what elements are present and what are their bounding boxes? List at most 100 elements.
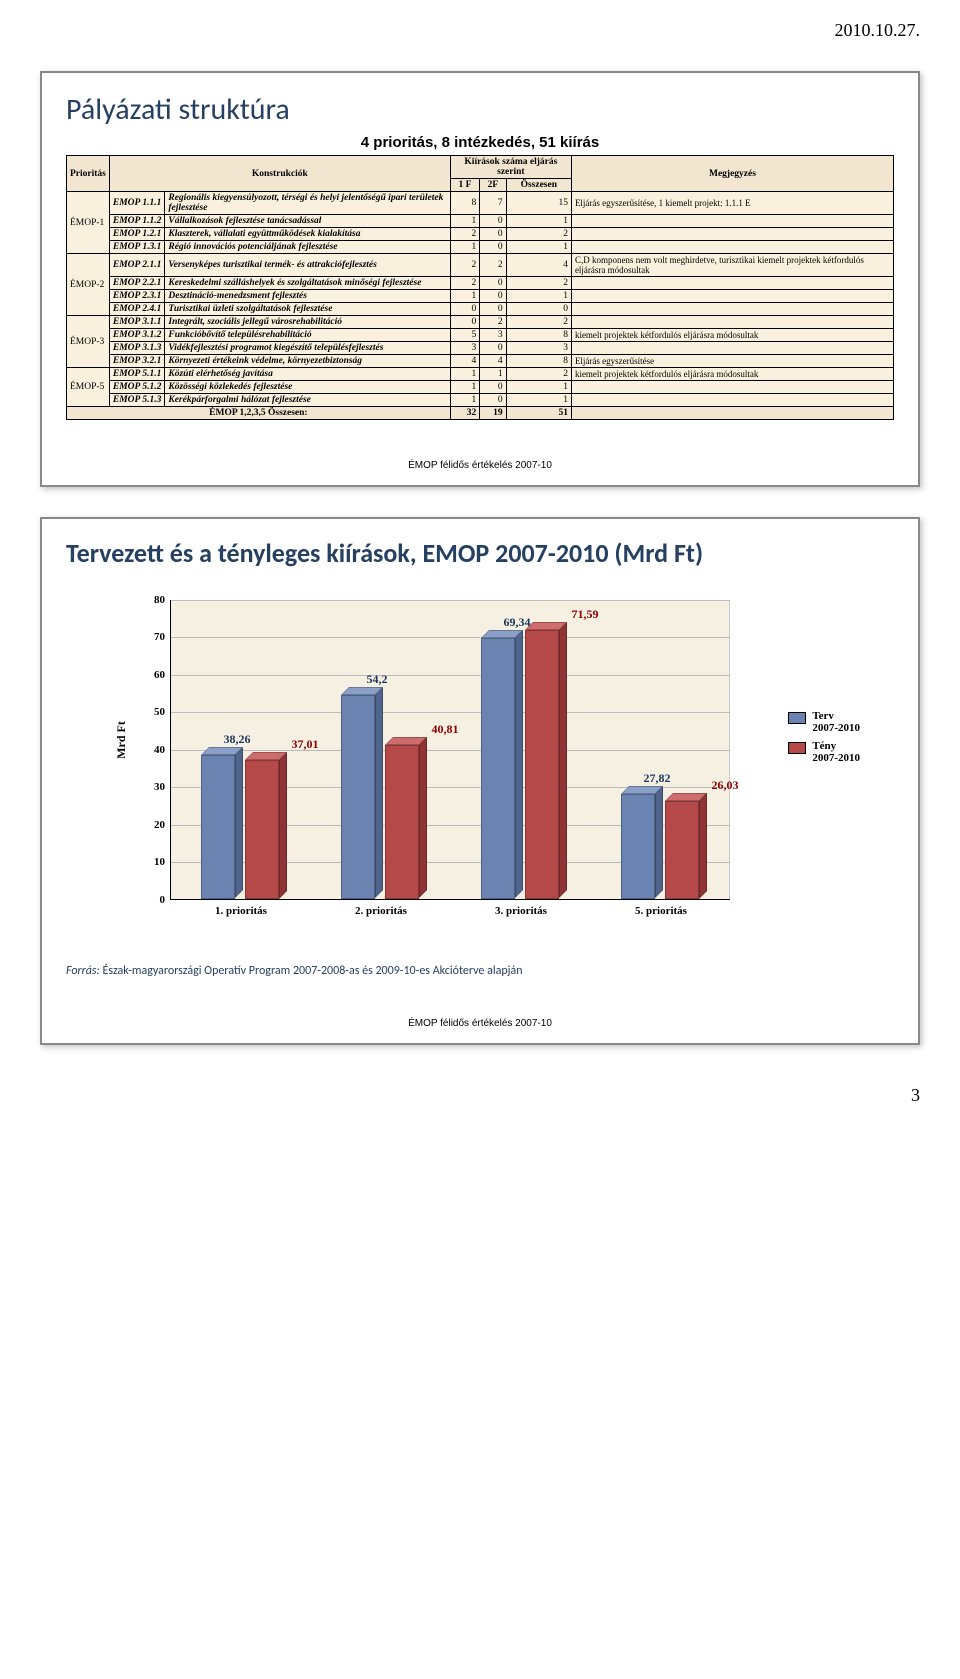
cell-value: 2: [506, 368, 571, 381]
bar-side-face: [279, 752, 287, 899]
cell-value: 1: [450, 215, 479, 228]
cell-konstrukciok: Közúti elérhetőség javítása: [165, 368, 450, 381]
cell-code: EMOP 1.3.1: [109, 241, 164, 254]
table-row: EMOP 2.2.1Kereskedelmi szálláshelyek és …: [67, 277, 894, 290]
cell-value: 1: [450, 368, 479, 381]
th-2f: 2F: [480, 179, 506, 192]
cell-konstrukciok: Vállalkozások fejlesztése tanácsadással: [165, 215, 450, 228]
gridline: [171, 750, 730, 751]
chart-legend: Terv2007-2010 Tény2007-2010: [788, 710, 860, 770]
cell-value: 0: [480, 290, 506, 303]
x-category-label: 1. prioritás: [171, 899, 311, 917]
cell-value: 0: [480, 342, 506, 355]
gridline: [171, 637, 730, 638]
slide1-subtitle: 4 prioritás, 8 intézkedés, 51 kiírás: [66, 134, 894, 151]
cell-note: [571, 303, 893, 316]
cell-code: EMOP 1.1.2: [109, 215, 164, 228]
cell-note: [571, 241, 893, 254]
legend-swatch: [788, 742, 806, 754]
table-row: EMOP 3.2.1Környezeti értékeink védelme, …: [67, 355, 894, 368]
legend-label: Terv2007-2010: [812, 710, 860, 734]
bar-side-face: [655, 786, 663, 898]
gridline: [171, 675, 730, 676]
cell-code: EMOP 3.1.3: [109, 342, 164, 355]
cell-konstrukciok: Regionális kiegyensúlyozott, térségi és …: [165, 192, 450, 215]
cell-note: C,D komponens nem volt meghirdetve, turi…: [571, 254, 893, 277]
cell-konstrukciok: Közösségi közlekedés fejlesztése: [165, 381, 450, 394]
x-category-label: 3. prioritás: [451, 899, 591, 917]
table-row: EMOP 5.1.2Közösségi közlekedés fejleszté…: [67, 381, 894, 394]
bar-value-label: 40,81: [415, 722, 475, 737]
bar-front: [481, 638, 515, 898]
cell-value: 1: [506, 290, 571, 303]
y-tick-label: 20: [154, 819, 171, 831]
cell-value: 3: [506, 342, 571, 355]
cell-value: 5: [450, 329, 479, 342]
cell-value: 1: [450, 394, 479, 407]
table-row: EMOP 3.1.3Vidékfejlesztési programot kie…: [67, 342, 894, 355]
legend-item: Terv2007-2010: [788, 710, 860, 734]
cell-value: 2: [506, 228, 571, 241]
y-tick-label: 40: [154, 744, 171, 756]
page-number: 3: [0, 1075, 960, 1136]
table-row: EMOP 5.1.3Kerékpárforgalmi hálózat fejle…: [67, 394, 894, 407]
cell-value: 15: [506, 192, 571, 215]
th-konstrukciok: Konstrukciók: [109, 156, 450, 192]
cell-prioritas: ÉMOP-1: [67, 192, 110, 254]
cell-prioritas: ÉMOP-2: [67, 254, 110, 316]
table-row: EMOP 1.3.1Régió innovációs potenciáljána…: [67, 241, 894, 254]
gridline: [171, 600, 730, 601]
y-axis-label: Mrd Ft: [114, 721, 129, 759]
legend-label: Tény2007-2010: [812, 740, 860, 764]
cell-value: 0: [506, 303, 571, 316]
y-tick-label: 80: [154, 594, 171, 606]
cell-value: 4: [480, 355, 506, 368]
cell-note: kiemelt projektek kétfordulós eljárásra …: [571, 368, 893, 381]
cell-value: 2: [506, 316, 571, 329]
cell-code: EMOP 2.4.1: [109, 303, 164, 316]
cell-value: 4: [450, 355, 479, 368]
cell-code: EMOP 5.1.2: [109, 381, 164, 394]
cell-konstrukciok: Versenyképes turisztikai termék- és attr…: [165, 254, 450, 277]
cell-code: EMOP 2.2.1: [109, 277, 164, 290]
cell-konstrukciok: Klaszterek, vállalati együttműködések ki…: [165, 228, 450, 241]
bar-side-face: [699, 793, 707, 899]
cell-note: Eljárás egyszerűsítése, 1 kiemelt projek…: [571, 192, 893, 215]
cell-value: 2: [450, 277, 479, 290]
th-kiiras-group: Kiírások száma eljárás szerint: [450, 156, 571, 179]
bar-front: [621, 794, 655, 898]
cell-value: 0: [480, 241, 506, 254]
cell-value: 2: [450, 228, 479, 241]
table-total-row: ÉMOP 1,2,3,5 Összesen:321951: [67, 407, 894, 420]
table-row: ÉMOP-1EMOP 1.1.1Regionális kiegyensúlyoz…: [67, 192, 894, 215]
structure-table: Prioritás Konstrukciók Kiírások száma el…: [66, 155, 894, 420]
cell-value: 4: [506, 254, 571, 277]
cell-value: 0: [480, 381, 506, 394]
cell-value: 1: [450, 241, 479, 254]
cell-value: 3: [480, 329, 506, 342]
table-row: EMOP 1.1.2Vállalkozások fejlesztése taná…: [67, 215, 894, 228]
gridline: [171, 712, 730, 713]
chart-source: Forrás: Észak-magyarországi Operatív Pro…: [66, 964, 894, 978]
cell-code: EMOP 3.1.1: [109, 316, 164, 329]
cell-value: 7: [480, 192, 506, 215]
bar-front: [201, 755, 235, 898]
cell-value: 8: [506, 355, 571, 368]
y-tick-label: 10: [154, 856, 171, 868]
y-tick-label: 0: [160, 894, 172, 906]
cell-code: EMOP 2.1.1: [109, 254, 164, 277]
slide-structure: Pályázati struktúra 4 prioritás, 8 intéz…: [40, 71, 920, 487]
cell-value: 0: [450, 316, 479, 329]
bar-side-face: [235, 747, 243, 898]
bar-value-label: 26,03: [695, 778, 755, 793]
bar-side-face: [375, 687, 383, 898]
y-tick-label: 50: [154, 706, 171, 718]
cell-prioritas: ÉMOP-3: [67, 316, 110, 368]
cell-value: 2: [480, 254, 506, 277]
total-label: ÉMOP 1,2,3,5 Összesen:: [67, 407, 451, 420]
cell-note: [571, 290, 893, 303]
slide-footer: ÉMOP félidős értékelés 2007-10: [66, 460, 894, 471]
bar-value-label: 38,26: [207, 732, 267, 747]
cell-note: [571, 381, 893, 394]
bar-value-label: 37,01: [275, 737, 335, 752]
